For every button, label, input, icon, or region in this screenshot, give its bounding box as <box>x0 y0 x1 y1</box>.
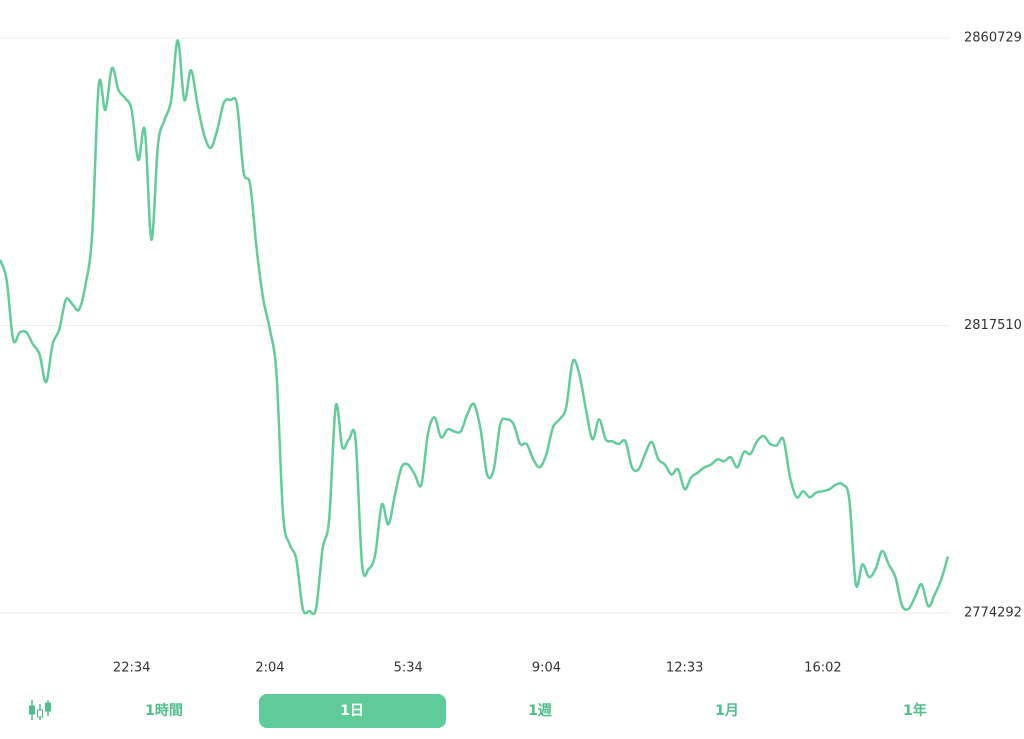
selected-tab-background[interactable] <box>259 694 446 728</box>
selected-tab[interactable]: 1日 <box>340 703 364 719</box>
tab[interactable]: 1週 <box>528 703 552 719</box>
price-line <box>0 38 950 616</box>
x-tick-label: 2:04 <box>255 661 284 676</box>
x-tick-label: 9:04 <box>532 661 561 676</box>
x-tick-label: 16:02 <box>804 661 841 676</box>
chart-type-icon[interactable] <box>29 700 51 720</box>
tab[interactable]: 1年 <box>903 702 927 719</box>
x-tick-label: 22:34 <box>113 661 150 676</box>
tab[interactable]: 1時間 <box>145 702 183 719</box>
y-tick-label: 2774292 <box>964 606 1022 621</box>
x-tick-label: 12:33 <box>666 661 703 676</box>
tab[interactable]: 1月 <box>715 703 739 719</box>
x-tick-label: 5:34 <box>394 661 423 676</box>
y-tick-label: 2817510 <box>964 318 1022 333</box>
y-tick-label: 2860729 <box>964 31 1022 46</box>
